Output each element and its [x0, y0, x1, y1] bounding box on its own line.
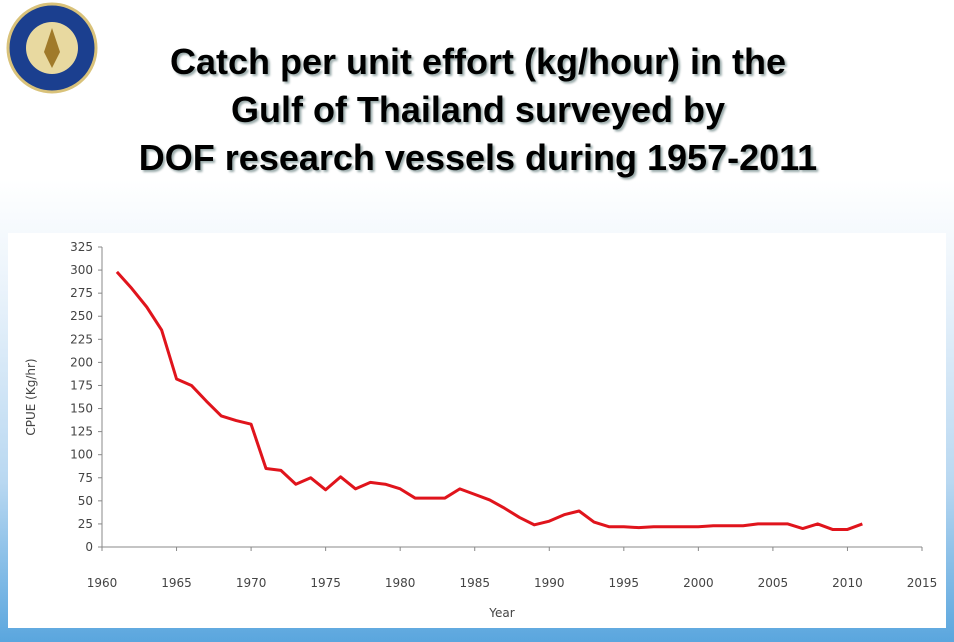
y-axis-label: CPUE (Kg/hr): [24, 358, 38, 435]
x-tick-label: 2015: [907, 576, 938, 590]
title-line: DOF research vessels during 1957-2011: [138, 137, 818, 178]
x-tick-label: 1995: [609, 576, 640, 590]
chart: 0 25 50 75 100 125 150 175 200 225 250 275 300 325 196…: [8, 233, 946, 628]
slide-title: Catch per unit effort (kg/hour) in the G…: [60, 38, 896, 182]
x-tick-label: 2005: [758, 576, 789, 590]
x-tick-label: 1960: [87, 576, 118, 590]
logo: [6, 2, 98, 94]
chart-background: [8, 233, 946, 628]
y-tick-label: 175: [70, 378, 93, 392]
x-tick-label: 1990: [534, 576, 565, 590]
y-tick-label: 75: [78, 471, 93, 485]
y-tick-label: 300: [70, 263, 93, 277]
x-tick-label: 2010: [832, 576, 863, 590]
y-tick-label: 325: [70, 240, 93, 254]
data-line: [115, 270, 863, 531]
x-tick-label: 2000: [683, 576, 714, 590]
y-tick-label: 275: [70, 286, 93, 300]
y-tick-label: 150: [70, 402, 93, 416]
y-tick-label: 125: [70, 425, 93, 439]
x-tick-label: 1965: [161, 576, 192, 590]
x-tick-label: 1980: [385, 576, 416, 590]
y-tick-label: 50: [78, 494, 93, 508]
title-line: Catch per unit effort (kg/hour) in the: [170, 41, 786, 82]
y-tick-label: 0: [85, 540, 93, 554]
y-tick-label: 25: [78, 517, 93, 531]
x-axis-label: Year: [488, 606, 514, 620]
y-tick-label: 250: [70, 309, 93, 323]
title-line: Gulf of Thailand surveyed by: [230, 89, 726, 130]
y-tick-label: 225: [70, 332, 93, 346]
y-tick-label: 100: [70, 448, 93, 462]
x-tick-label: 1985: [459, 576, 490, 590]
x-tick-label: 1975: [310, 576, 341, 590]
x-tick-label: 1970: [236, 576, 267, 590]
y-tick-label: 200: [70, 355, 93, 369]
